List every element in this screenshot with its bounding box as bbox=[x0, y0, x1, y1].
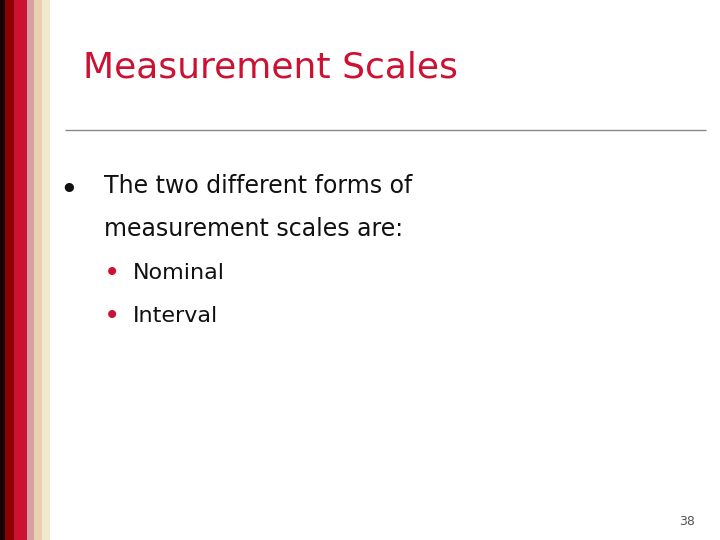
Bar bbox=[14, 0, 27, 540]
Bar bbox=[0, 0, 5, 540]
Text: measurement scales are:: measurement scales are: bbox=[104, 218, 403, 241]
Bar bbox=[27, 0, 34, 540]
Bar bbox=[34, 0, 42, 540]
Bar bbox=[42, 0, 50, 540]
Text: •: • bbox=[60, 174, 78, 206]
Bar bbox=[5, 0, 14, 540]
Text: •: • bbox=[104, 302, 120, 330]
Text: 38: 38 bbox=[679, 515, 695, 528]
Text: Interval: Interval bbox=[133, 306, 218, 326]
Text: •: • bbox=[104, 259, 120, 287]
Text: Nominal: Nominal bbox=[133, 262, 225, 283]
Text: Measurement Scales: Measurement Scales bbox=[83, 51, 458, 84]
Text: The two different forms of: The two different forms of bbox=[104, 174, 413, 198]
